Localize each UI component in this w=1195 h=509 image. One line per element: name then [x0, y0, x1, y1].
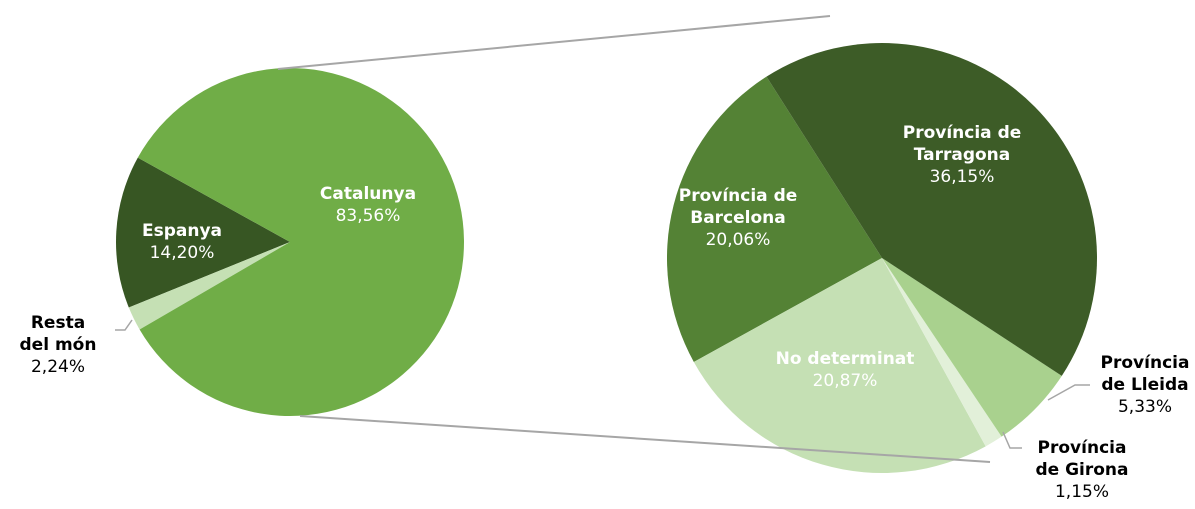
value-label: 20,87% [812, 371, 878, 391]
data-label: Província de Lleida 5,33% [1095, 352, 1195, 418]
value-label: 1,15% [1054, 482, 1109, 502]
pie-slice [137, 68, 465, 416]
pie-slice [693, 258, 986, 473]
category-label: Catalunya [319, 184, 417, 204]
value-label: 2,24% [30, 357, 85, 377]
pie-slice [882, 258, 1062, 437]
category-label: Província de Lleida [1100, 353, 1190, 395]
category-label: Província de Barcelona [678, 186, 798, 228]
category-label: Espanya [141, 221, 223, 241]
pie-slice [766, 43, 1097, 376]
data-label: No determinat 20,87% [755, 348, 935, 392]
pie-slice [882, 258, 1002, 447]
data-label: Província de Girona 1,15% [1027, 437, 1137, 503]
value-label: 5,33% [1117, 397, 1172, 417]
value-label: 36,15% [929, 167, 995, 187]
value-label: 20,06% [705, 230, 771, 250]
category-label: Província de Tarragona [902, 123, 1022, 165]
data-label: Resta del món 2,24% [18, 312, 98, 378]
data-label: Catalunya 83,56% [298, 183, 438, 227]
connector [277, 15, 831, 70]
category-label: No determinat [775, 349, 915, 369]
value-label: 14,20% [149, 243, 215, 263]
category-label: Província de Girona [1035, 438, 1129, 480]
leader-line [1002, 431, 1022, 449]
data-label: Província de Tarragona 36,15% [882, 122, 1042, 188]
pie-slice [116, 157, 291, 308]
data-label: Espanya 14,20% [122, 220, 242, 264]
data-label: Província de Barcelona 20,06% [673, 185, 803, 251]
category-label: Resta del món [19, 313, 97, 355]
leader-line [115, 319, 133, 331]
leader-line [1047, 384, 1090, 401]
pie-slice [128, 242, 290, 330]
connector [299, 415, 991, 463]
pie-slice [666, 76, 882, 362]
value-label: 83,56% [335, 206, 401, 226]
